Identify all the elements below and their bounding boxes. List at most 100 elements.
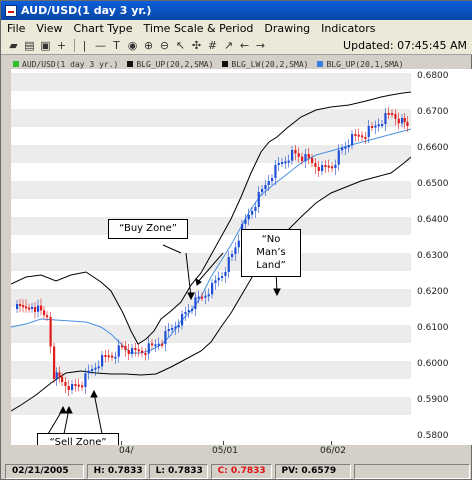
candle-body xyxy=(184,312,187,314)
candle-body xyxy=(191,309,194,311)
y-tick-label: 0.5800 xyxy=(417,431,449,441)
grid-band xyxy=(11,253,411,271)
grid-band xyxy=(11,325,411,343)
y-tick-label: 0.6100 xyxy=(417,323,449,333)
y-tick-label: 0.6400 xyxy=(417,215,449,225)
price-chart[interactable]: “Buy Zone” “No Man’s Land” “Sell Zone” xyxy=(11,69,411,445)
print-icon[interactable]: ▤ xyxy=(24,39,35,52)
candle-body xyxy=(214,280,217,283)
candle-body xyxy=(127,350,130,354)
x-tick xyxy=(223,441,224,445)
candle-body xyxy=(327,165,330,168)
candle-body xyxy=(297,153,300,157)
candle-body xyxy=(317,167,320,171)
candle-body xyxy=(227,257,230,272)
candlestick-series xyxy=(16,107,409,396)
y-tick-label: 0.6700 xyxy=(417,107,449,117)
candle-body xyxy=(294,150,297,154)
candle-body xyxy=(251,211,254,215)
candle-body xyxy=(104,355,107,357)
candle-body xyxy=(357,134,360,137)
candle-body xyxy=(147,343,150,354)
candle-body xyxy=(281,162,284,164)
candle-body xyxy=(22,305,25,308)
updated-time: Updated: 07:45:45 AM xyxy=(343,39,467,52)
trendline-icon[interactable]: ↗ xyxy=(223,39,234,52)
candle-body xyxy=(401,118,404,124)
candle-body xyxy=(107,355,110,358)
candle-body xyxy=(274,165,277,178)
candle-body xyxy=(46,315,49,318)
candle-body xyxy=(224,272,227,276)
status-date: 02/21/2005 xyxy=(5,463,84,479)
menu-time-scale[interactable]: Time Scale & Period xyxy=(143,22,254,35)
menu-file[interactable]: File xyxy=(7,22,26,35)
candle-body xyxy=(97,366,100,369)
candle-body xyxy=(217,277,220,281)
status-pv: PV: 0.6579 xyxy=(274,463,352,479)
arrow-right-icon[interactable]: → xyxy=(255,39,266,52)
candle-body xyxy=(331,166,334,169)
candle-body xyxy=(31,307,34,309)
y-tick-label: 0.5900 xyxy=(417,395,449,405)
candle-body xyxy=(157,343,160,346)
candle-body xyxy=(137,349,140,352)
legend-item: BLG_UP(20,1,SMA) xyxy=(317,60,404,69)
menu-view[interactable]: View xyxy=(36,22,63,35)
candle-body xyxy=(361,135,364,138)
candle-body xyxy=(201,296,204,299)
arrow-left-icon[interactable]: ← xyxy=(239,39,250,52)
candle-body xyxy=(271,178,274,181)
candle-body xyxy=(364,137,367,139)
candle-body xyxy=(371,126,374,128)
pointer-icon[interactable]: ↖ xyxy=(175,39,186,52)
grid-band xyxy=(11,73,411,91)
candle-body xyxy=(154,344,157,347)
menu-indicators[interactable]: Indicators xyxy=(321,22,376,35)
candle-body xyxy=(237,240,240,248)
candle-body xyxy=(111,355,114,358)
candle-body xyxy=(121,345,124,348)
status-close: C: 0.7833 xyxy=(210,463,272,479)
candle-body xyxy=(187,310,190,312)
save-icon[interactable]: ▣ xyxy=(40,39,51,52)
vline-icon[interactable]: | xyxy=(82,39,87,52)
grid-band xyxy=(11,289,411,307)
price-axis: 0.6800 0.6700 0.6600 0.6500 0.6400 0.630… xyxy=(411,69,472,445)
candle-body xyxy=(114,356,117,359)
drag-icon[interactable]: ✣ xyxy=(191,39,202,52)
candle-body xyxy=(257,192,260,207)
candle-body xyxy=(301,156,304,161)
menu-chart-type[interactable]: Chart Type xyxy=(73,22,133,35)
candle-body xyxy=(34,307,37,312)
candle-body xyxy=(367,126,370,137)
zoom-out-icon[interactable]: ⊖ xyxy=(159,39,170,52)
candle-body xyxy=(277,163,280,165)
candle-body xyxy=(311,158,314,163)
candle-body xyxy=(287,160,290,163)
candle-body xyxy=(231,254,234,257)
status-low: L: 0.7833 xyxy=(148,463,208,479)
candle-body xyxy=(91,369,94,371)
candle-body xyxy=(406,122,409,126)
candle-body xyxy=(314,163,317,167)
hline-icon[interactable]: — xyxy=(95,39,106,52)
bollinger-lower-line xyxy=(11,156,411,412)
candle-body xyxy=(197,296,200,299)
candle-body xyxy=(171,328,174,330)
y-tick-label: 0.6000 xyxy=(417,359,449,369)
circle-icon[interactable]: ◉ xyxy=(127,39,138,52)
candle-body xyxy=(403,118,406,122)
menu-drawing[interactable]: Drawing xyxy=(264,22,311,35)
grid-icon[interactable]: # xyxy=(207,39,218,52)
candle-body xyxy=(394,114,397,119)
candle-body xyxy=(151,343,154,346)
text-icon[interactable]: T xyxy=(113,39,120,52)
candle-body xyxy=(19,304,22,306)
folder-icon[interactable]: ▰ xyxy=(9,39,18,52)
candle-body xyxy=(67,386,70,390)
zoom-in-icon[interactable]: ⊕ xyxy=(143,39,154,52)
candle-body xyxy=(167,329,170,331)
crosshair-icon[interactable]: + xyxy=(56,39,67,52)
